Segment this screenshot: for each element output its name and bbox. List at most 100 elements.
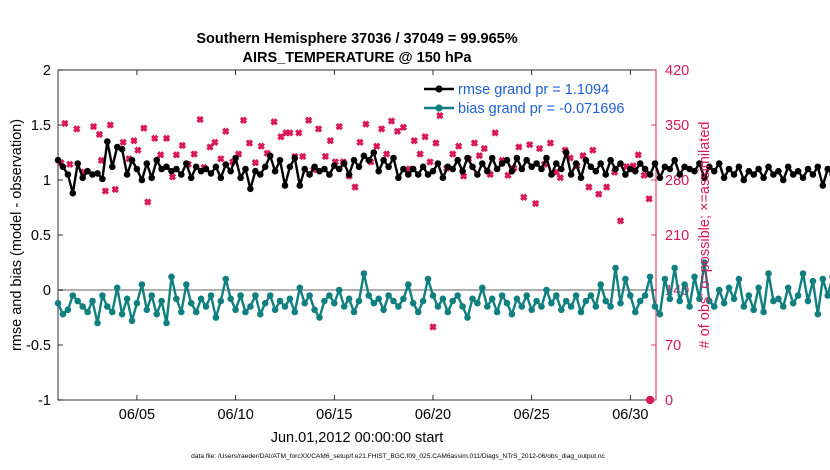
y2-tick-label: 210 xyxy=(665,228,689,244)
obs-assimilated-marker xyxy=(211,138,219,146)
rmse-point xyxy=(794,167,802,175)
bias-point xyxy=(212,314,220,321)
bias-point xyxy=(365,292,373,299)
rmse-point xyxy=(242,165,249,173)
rmse-point xyxy=(775,167,782,175)
bias-point xyxy=(809,277,817,285)
rmse-point xyxy=(469,163,476,171)
rmse-point xyxy=(345,171,353,178)
bias-point xyxy=(434,303,442,310)
rmse-point xyxy=(641,165,649,173)
obs-assimilated-marker xyxy=(526,140,534,149)
rmse-point xyxy=(405,171,412,178)
bias-point xyxy=(518,303,526,310)
obs-assimilated-marker xyxy=(356,138,364,146)
chart-title: Southern Hemisphere 37036 / 37049 = 99.9… xyxy=(196,31,517,47)
rmse-point xyxy=(503,156,511,164)
bias-point xyxy=(607,303,614,310)
obs-assimilated-marker xyxy=(119,138,127,146)
rmse-point xyxy=(548,171,555,178)
bias-point xyxy=(814,310,822,318)
y-tick-label: 1 xyxy=(43,173,51,189)
bias-point xyxy=(128,317,136,325)
rmse-point xyxy=(533,160,540,167)
rmse-point xyxy=(153,156,160,164)
bias-point xyxy=(360,270,368,277)
bias-point xyxy=(74,297,81,305)
obs-assimilated-marker xyxy=(144,198,152,206)
y2-tick-label: 350 xyxy=(665,118,689,134)
rmse-point xyxy=(192,163,200,171)
rmse-point xyxy=(449,165,457,173)
rmse-point xyxy=(414,171,422,178)
rmse-point xyxy=(582,156,590,164)
obs-assimilated-marker xyxy=(595,190,603,198)
obs-assimilated-marker xyxy=(362,120,370,128)
bias-point xyxy=(641,292,649,299)
bias-point xyxy=(582,297,590,305)
rmse-point xyxy=(350,156,358,164)
bias-point xyxy=(572,292,580,299)
rmse-point xyxy=(755,165,762,173)
bias-point xyxy=(153,310,160,318)
bias-point xyxy=(646,273,654,281)
rmse-point xyxy=(138,176,146,184)
rmse-point xyxy=(385,163,392,171)
obs-assimilated-marker xyxy=(61,119,69,128)
bias-point xyxy=(671,264,678,272)
obs-assimilated-marker xyxy=(475,151,484,160)
obs-assimilated-marker xyxy=(251,159,260,167)
bias-point xyxy=(148,292,155,299)
bias-point xyxy=(765,270,772,277)
rmse-point xyxy=(715,160,723,167)
rmse-point xyxy=(558,165,565,173)
bias-point xyxy=(651,303,659,310)
rmse-point xyxy=(479,160,486,167)
rmse-point xyxy=(567,171,575,178)
plot-frame xyxy=(57,69,657,401)
rmse-point xyxy=(735,163,743,171)
bias-point xyxy=(493,308,501,316)
obs-assimilated-marker xyxy=(172,151,181,159)
obs-assimilated-marker xyxy=(399,123,408,132)
obs-assimilated-marker xyxy=(190,150,198,158)
bias-point xyxy=(612,264,619,272)
bias-point xyxy=(548,299,555,307)
bias-point xyxy=(562,297,570,305)
obs-assimilated-marker xyxy=(277,133,285,141)
rmse-point xyxy=(217,174,225,182)
rmse-point xyxy=(508,167,516,175)
bias-point xyxy=(488,295,496,303)
rmse-point xyxy=(380,156,387,164)
rmse-point xyxy=(326,171,333,178)
obs-assimilated-marker xyxy=(470,139,479,147)
obs-assimilated-marker xyxy=(95,130,104,139)
bias-point xyxy=(390,297,397,305)
bias-point xyxy=(780,303,787,310)
bias-point xyxy=(474,299,481,307)
obs-assimilated-marker xyxy=(222,127,230,135)
bias-point xyxy=(301,299,309,307)
obs-assimilated-marker xyxy=(326,137,335,145)
obs-assimilated-marker xyxy=(491,129,499,137)
obs-assimilated-marker xyxy=(286,129,294,137)
rmse-point xyxy=(488,154,496,162)
bias-point xyxy=(237,292,244,299)
obs-assimilated-marker xyxy=(295,129,303,137)
rmse-point xyxy=(799,174,807,182)
bias-point xyxy=(311,306,318,314)
obs-assimilated-marker xyxy=(101,187,110,195)
bias-point xyxy=(503,299,511,307)
rmse-point xyxy=(824,165,830,173)
bias-point xyxy=(69,292,77,299)
rmse-point xyxy=(464,154,471,162)
bias-point xyxy=(158,297,165,305)
rmse-point xyxy=(143,160,151,167)
bias-point xyxy=(59,310,67,318)
rmse-point xyxy=(370,149,378,156)
rmse-point xyxy=(74,160,81,167)
bias-point xyxy=(385,292,392,299)
obs-assimilated-marker xyxy=(556,173,564,182)
obs-assimilated-marker xyxy=(245,139,254,147)
y-tick-label: 1.5 xyxy=(31,118,51,134)
